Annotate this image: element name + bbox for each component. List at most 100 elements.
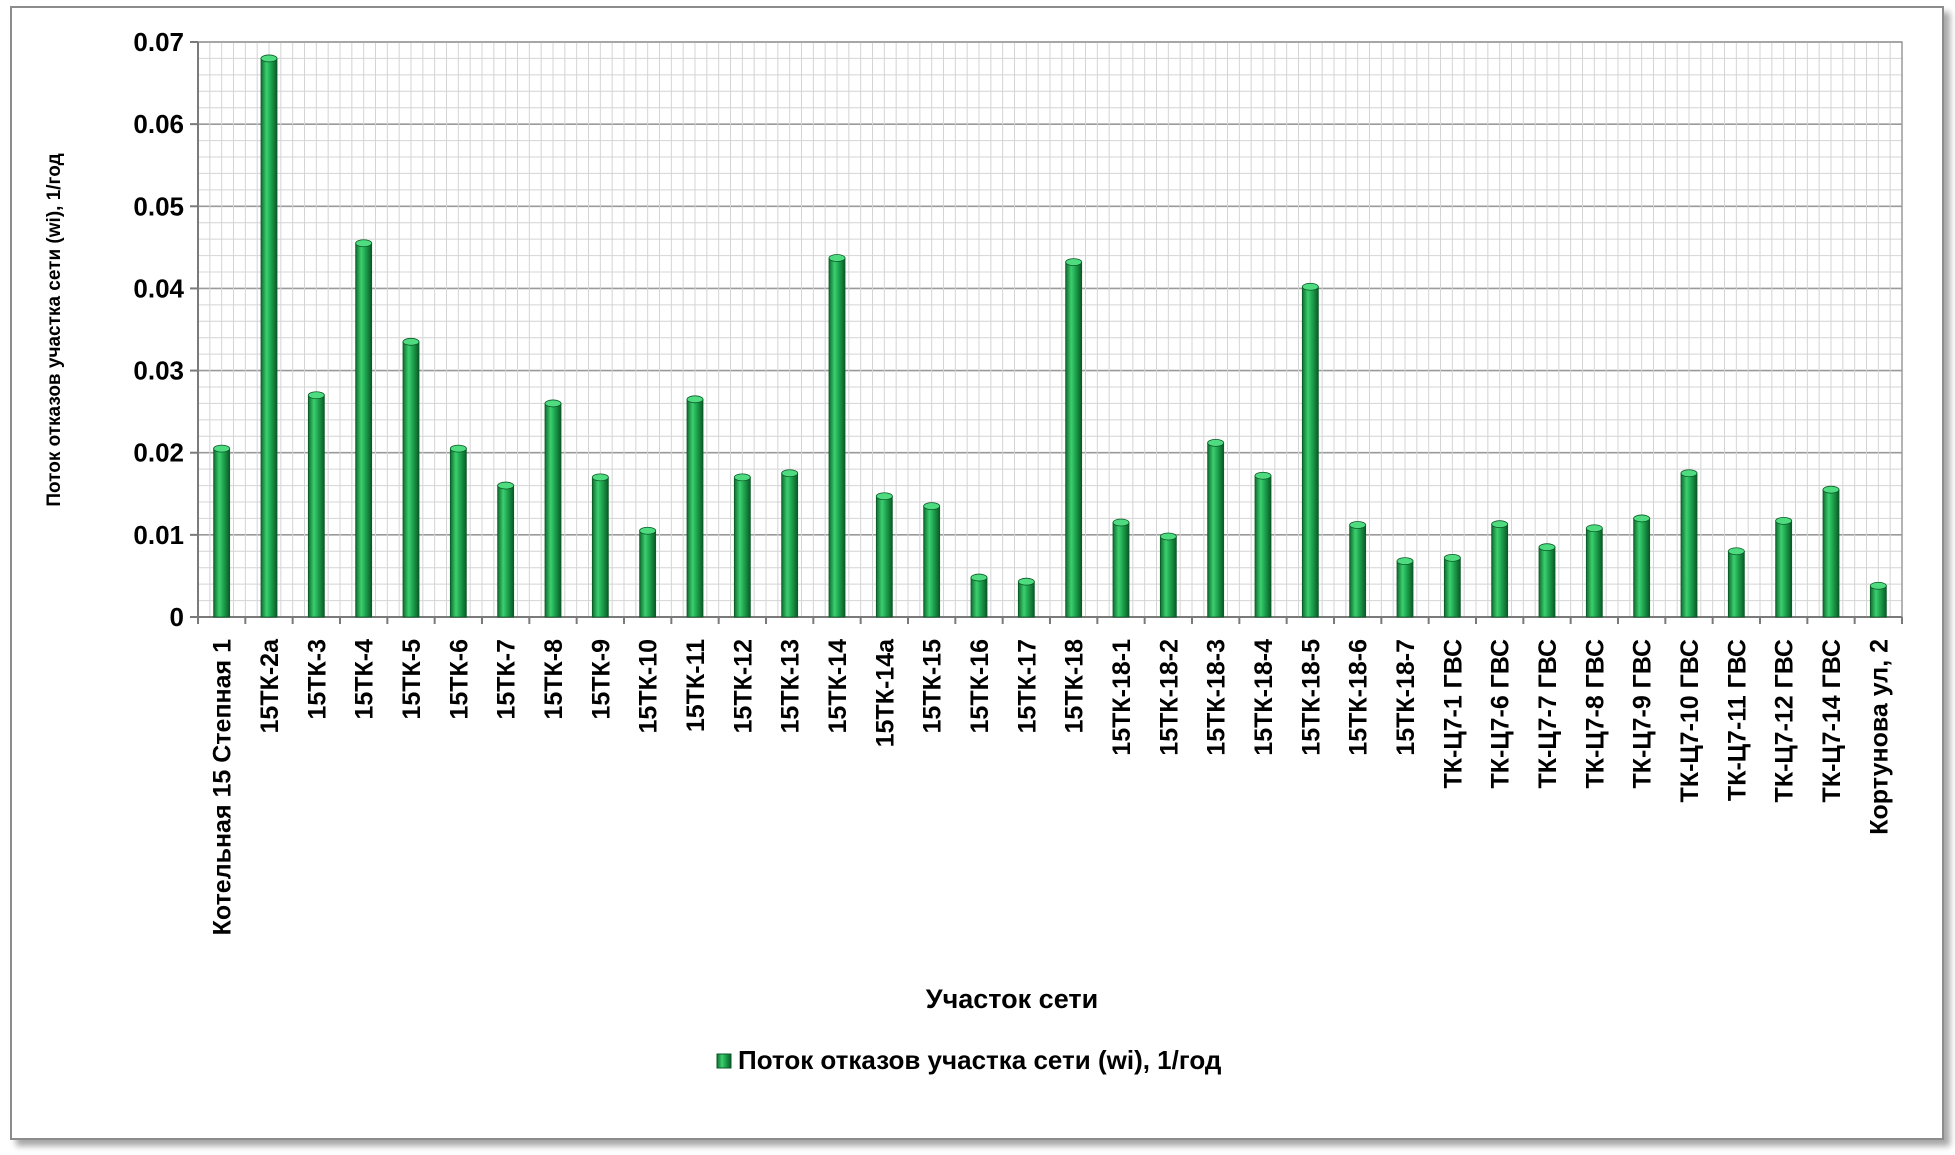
bar-top — [1112, 518, 1130, 527]
bar-body — [1207, 442, 1225, 618]
bar — [923, 502, 941, 618]
bar — [1443, 553, 1461, 618]
bar-top — [1491, 520, 1509, 529]
chart-frame: 0 0.01 0.02 0.03 0.04 0.05 0.06 0.07 Котельная … — [10, 6, 1944, 1140]
x-tick-label: 15ТК-4 — [351, 639, 379, 720]
bar-top — [402, 337, 420, 346]
bar-top — [1065, 258, 1083, 267]
bar-body — [1254, 475, 1272, 618]
bar-body — [686, 398, 704, 618]
bar-top — [923, 502, 941, 511]
bar-body — [544, 403, 562, 618]
bar-top — [1680, 469, 1698, 478]
y-tick-label: 0.02 — [133, 438, 184, 468]
x-tick-label: ТК-Ц7-11 ГВС — [1723, 639, 1751, 801]
bar-top — [355, 239, 373, 248]
bar — [213, 444, 231, 618]
legend-label: Поток отказов участка сети (wi), 1/год — [738, 1045, 1222, 1075]
bar-top — [213, 444, 231, 453]
bar-top — [686, 395, 704, 404]
x-tick-label: 15ТК-18-3 — [1203, 639, 1231, 756]
x-tick-label: 15ТК-2а — [256, 638, 284, 734]
bar-top — [1727, 547, 1745, 556]
y-tick-label: 0 — [170, 602, 184, 632]
bar-body — [1869, 585, 1887, 618]
bar-top — [1822, 485, 1840, 494]
x-tick-label: 15ТК-14а — [871, 638, 899, 747]
x-tick-label: 15ТК-6 — [445, 639, 473, 720]
y-tick-label: 0.04 — [133, 273, 184, 303]
bar-top — [1207, 438, 1225, 447]
x-tick-label: 15ТК-15 — [919, 639, 947, 734]
bar-body — [970, 577, 988, 618]
legend-swatch — [716, 1053, 732, 1069]
bar — [686, 395, 704, 618]
bar — [1112, 518, 1130, 618]
bar — [639, 526, 657, 618]
bar-body — [1159, 536, 1177, 618]
y-tick-label: 0.03 — [133, 356, 184, 386]
bar — [1301, 282, 1319, 618]
bar-top — [307, 391, 325, 400]
bar — [1207, 438, 1225, 618]
x-tick-label: 15ТК-18-4 — [1250, 639, 1278, 756]
bar-top — [639, 526, 657, 535]
bar-body — [1065, 261, 1083, 618]
bar — [1396, 557, 1414, 618]
x-tick-label: ТК-Ц7-12 ГВС — [1771, 639, 1799, 802]
bar-body — [1017, 581, 1035, 618]
y-tick-labels: 0 0.01 0.02 0.03 0.04 0.05 0.06 0.07 — [133, 27, 184, 632]
x-tick-label: 15ТК-18-7 — [1392, 639, 1420, 756]
bar-body — [355, 242, 373, 618]
bar-top — [544, 399, 562, 408]
bar — [1254, 471, 1272, 618]
bar — [1017, 577, 1035, 618]
bar-body — [828, 257, 846, 618]
x-tick-label: 15ТК-18-2 — [1155, 639, 1183, 756]
bar-body — [497, 485, 515, 618]
bar — [1775, 516, 1793, 618]
bar-top — [1349, 521, 1367, 529]
bar-body — [591, 476, 609, 618]
bar — [591, 473, 609, 618]
x-tick-label: ТК-Ц7-10 ГВС — [1676, 639, 1704, 802]
x-tick-label: 15ТК-18 — [1061, 639, 1089, 734]
x-tick-labels: Котельная 15 Степная 1 15ТК-2а 15ТК-3 15ТК-… — [209, 638, 1894, 935]
bar — [544, 399, 562, 618]
bar-top — [1538, 543, 1556, 552]
bar — [355, 239, 373, 618]
x-tick-label: 15ТК-16 — [966, 639, 994, 733]
bar-body — [1585, 527, 1603, 618]
bar-top — [1396, 557, 1414, 566]
bar — [1727, 547, 1745, 618]
bar-body — [1396, 560, 1414, 618]
bar-body — [1538, 546, 1556, 618]
bar-body — [639, 530, 657, 618]
bar-top — [1254, 471, 1272, 480]
bar-top — [260, 54, 278, 63]
x-tick-label: ТК-Ц7-1 ГВС — [1439, 639, 1467, 789]
axes — [190, 41, 1903, 624]
bar-body — [1301, 286, 1319, 618]
bar — [1822, 485, 1840, 618]
bar — [449, 444, 467, 618]
bar — [1633, 514, 1651, 618]
bars — [213, 54, 1887, 618]
bar — [970, 573, 988, 618]
bar-top — [1301, 282, 1319, 291]
x-tick-label: ТК-Ц7-8 ГВС — [1581, 639, 1609, 789]
bar-top — [591, 473, 609, 482]
x-axis-label: Участок сети — [926, 984, 1098, 1014]
bar-top — [733, 473, 751, 482]
bar — [497, 481, 515, 618]
bar — [1159, 532, 1177, 618]
bar-top — [1869, 581, 1887, 590]
bar — [307, 391, 325, 618]
x-tick-label: 15ТК-12 — [729, 639, 757, 733]
bar — [875, 492, 893, 618]
bar-top — [875, 492, 893, 501]
x-tick-label: 15ТК-10 — [635, 639, 663, 733]
bar — [1349, 521, 1367, 618]
bar-top — [449, 444, 467, 453]
bar — [828, 254, 846, 618]
